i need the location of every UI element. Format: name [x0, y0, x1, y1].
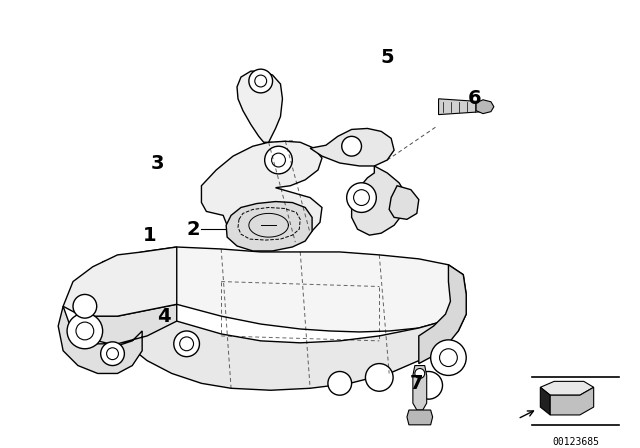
Circle shape — [353, 190, 369, 206]
Text: 00123685: 00123685 — [552, 437, 600, 447]
Circle shape — [107, 348, 118, 360]
Circle shape — [328, 371, 351, 395]
Text: 7: 7 — [410, 374, 424, 393]
Text: 2: 2 — [187, 220, 200, 239]
Polygon shape — [476, 100, 494, 114]
Polygon shape — [413, 366, 427, 410]
Polygon shape — [550, 387, 594, 415]
Circle shape — [271, 153, 285, 167]
Circle shape — [255, 75, 267, 87]
Circle shape — [347, 183, 376, 212]
Polygon shape — [351, 166, 407, 235]
Circle shape — [100, 342, 124, 366]
Circle shape — [180, 337, 193, 351]
Text: 6: 6 — [467, 89, 481, 108]
Circle shape — [365, 364, 393, 391]
Circle shape — [249, 69, 273, 93]
Text: 5: 5 — [380, 48, 394, 67]
Circle shape — [76, 322, 93, 340]
Polygon shape — [58, 304, 177, 374]
Polygon shape — [438, 99, 483, 115]
Polygon shape — [93, 294, 466, 390]
Circle shape — [174, 331, 200, 357]
Text: 4: 4 — [157, 307, 171, 326]
Polygon shape — [237, 71, 282, 142]
Circle shape — [415, 371, 442, 399]
Polygon shape — [93, 247, 466, 332]
Text: 3: 3 — [150, 154, 164, 172]
Polygon shape — [226, 202, 312, 251]
Text: 1: 1 — [143, 226, 157, 245]
Polygon shape — [310, 129, 394, 166]
Circle shape — [342, 136, 362, 156]
Polygon shape — [540, 381, 594, 395]
Circle shape — [73, 294, 97, 318]
Circle shape — [265, 146, 292, 174]
Polygon shape — [540, 387, 550, 415]
Polygon shape — [202, 141, 322, 242]
Circle shape — [67, 313, 102, 349]
Circle shape — [440, 349, 458, 366]
Polygon shape — [63, 247, 177, 316]
Polygon shape — [389, 186, 419, 220]
Polygon shape — [407, 410, 433, 425]
Circle shape — [431, 340, 466, 375]
Circle shape — [415, 369, 425, 379]
Polygon shape — [419, 265, 466, 364]
